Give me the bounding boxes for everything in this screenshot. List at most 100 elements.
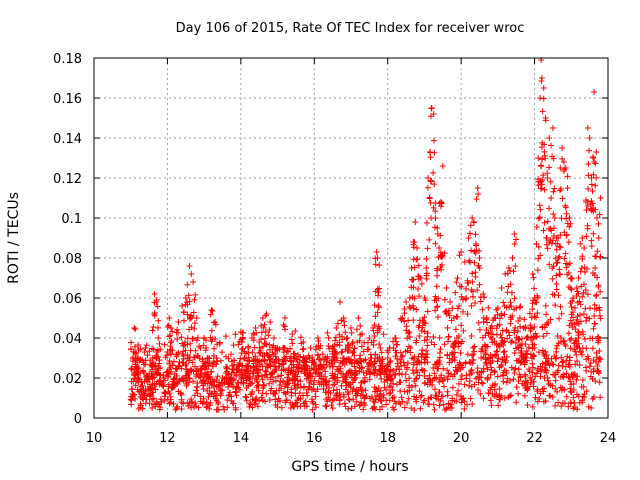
data-point (366, 335, 373, 341)
data-point (476, 326, 483, 333)
data-point (155, 335, 162, 341)
data-point (421, 397, 428, 404)
data-point (259, 343, 266, 350)
data-point (589, 187, 596, 194)
data-point (394, 341, 401, 348)
data-point (149, 327, 156, 334)
data-point (557, 303, 564, 310)
data-point (377, 397, 384, 404)
data-point (439, 252, 446, 259)
data-point (587, 201, 594, 208)
data-point (160, 377, 167, 384)
data-point (262, 398, 269, 405)
data-point (381, 384, 388, 391)
data-point (496, 315, 503, 322)
data-point (341, 322, 348, 329)
data-point (432, 240, 439, 247)
data-point (553, 286, 560, 293)
data-point (204, 387, 211, 394)
data-point (432, 215, 439, 221)
data-point (428, 394, 435, 401)
data-point (580, 331, 587, 338)
data-point (579, 377, 586, 384)
data-point (166, 333, 173, 340)
data-point (431, 386, 438, 393)
data-point (431, 341, 438, 348)
data-point (218, 386, 225, 393)
data-point (586, 135, 593, 141)
data-point (419, 347, 426, 354)
data-point (188, 271, 195, 277)
data-point (250, 363, 257, 370)
data-point (557, 334, 564, 341)
data-point (202, 362, 209, 369)
data-point (541, 186, 548, 193)
data-point (233, 392, 240, 399)
data-point (473, 375, 480, 382)
data-point (292, 380, 299, 387)
x-tick-label: 24 (600, 431, 617, 446)
data-point (154, 324, 161, 331)
data-point (386, 359, 393, 366)
data-point (378, 349, 385, 356)
data-point (497, 331, 504, 338)
data-point (527, 322, 534, 329)
data-point (460, 327, 467, 334)
data-point (432, 307, 439, 314)
data-point (431, 149, 438, 156)
data-point (278, 385, 285, 392)
data-point (553, 246, 560, 253)
data-point (198, 370, 205, 377)
data-point (133, 368, 140, 375)
x-tick-label: 12 (159, 431, 176, 446)
data-point (458, 396, 465, 403)
data-point (469, 278, 476, 285)
data-point (484, 366, 491, 373)
data-point (157, 365, 164, 371)
data-point (267, 319, 274, 325)
data-point (511, 369, 518, 376)
data-point (213, 377, 220, 384)
data-point (283, 353, 290, 360)
data-point (253, 395, 260, 402)
data-point (593, 293, 600, 300)
data-point (357, 352, 364, 359)
data-point (529, 306, 536, 313)
data-point (348, 325, 354, 331)
data-point (351, 345, 358, 352)
data-point (496, 396, 503, 403)
data-point (587, 359, 594, 366)
data-point (294, 377, 301, 384)
data-point (591, 158, 598, 165)
data-point (503, 370, 510, 377)
x-tick-label: 14 (233, 431, 250, 446)
data-point (579, 393, 586, 400)
data-point (171, 376, 178, 383)
data-point (355, 315, 362, 321)
data-point (258, 373, 265, 380)
data-point (315, 337, 322, 344)
data-point (448, 371, 455, 378)
data-point (329, 405, 336, 412)
data-point (498, 334, 505, 341)
data-point (180, 317, 187, 324)
data-point (575, 328, 582, 335)
data-point (286, 376, 293, 383)
data-point (142, 345, 149, 351)
data-point (250, 331, 257, 338)
data-point (400, 359, 407, 366)
data-point (364, 363, 371, 370)
data-point (552, 377, 559, 384)
data-point (297, 384, 304, 391)
data-point (342, 376, 349, 383)
data-point (226, 391, 233, 398)
data-point (281, 383, 288, 390)
data-point (586, 305, 593, 312)
data-point (567, 378, 574, 385)
data-point (574, 312, 581, 319)
data-point (537, 390, 544, 397)
data-point (352, 392, 359, 399)
data-point (187, 340, 194, 347)
data-point (169, 347, 176, 354)
data-point (529, 369, 536, 376)
